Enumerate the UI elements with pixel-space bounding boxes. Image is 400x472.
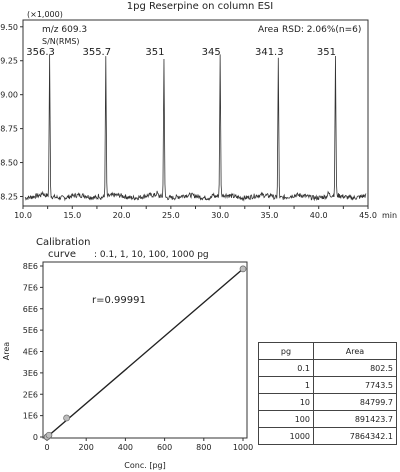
r-value: r=0.99991 xyxy=(92,295,146,306)
table-cell-pg: 1000 xyxy=(258,427,314,445)
x-unit-label: min xyxy=(382,211,397,220)
chromatogram-axes: 10.0 15.0 20.0 25.0 30.0 35.0 40.0 45.0 8.25 8.50… xyxy=(0,23,377,220)
x-tick-label: 35.0 xyxy=(261,211,279,220)
x-tick-label: 200 xyxy=(79,443,94,452)
peak-sn-label: 355.7 xyxy=(82,47,111,58)
y-tick-label: 8.75 xyxy=(0,125,18,134)
x-tick-label: 40.0 xyxy=(310,211,328,220)
peak-sn-label: 341.3 xyxy=(255,47,284,58)
table-cell-area: 84799.7 xyxy=(313,393,397,411)
chromatogram-title: 1pg Reserpine on column ESI xyxy=(127,1,273,12)
y-tick-label: 7E6 xyxy=(23,283,38,292)
calibration-fit-line xyxy=(46,268,244,438)
calibration-title-line2: curve xyxy=(48,249,76,260)
y-tick-label: 0 xyxy=(33,433,38,442)
table-cell-pg: 0.1 xyxy=(258,359,314,377)
y-tick-label: 8.50 xyxy=(0,159,18,168)
y-axis-label: Area xyxy=(2,342,11,361)
x-tick-label: 20.0 xyxy=(113,211,131,220)
table-header-area: Area xyxy=(313,342,397,360)
table-row: 1000 7864342.1 xyxy=(258,427,397,445)
y-tick-label: 8E6 xyxy=(23,262,38,271)
y-tick-label: 2E6 xyxy=(23,390,38,399)
table-cell-area: 802.5 xyxy=(313,359,397,377)
chromatogram-trace xyxy=(24,54,367,202)
table-cell-pg: 10 xyxy=(258,393,314,411)
peak-sn-label: 351 xyxy=(317,47,336,58)
y-tick-label: 5E6 xyxy=(23,326,38,335)
calibration-points xyxy=(43,265,247,441)
sn-label: S/N(RMS) xyxy=(42,37,80,46)
table-row: 1 7743.5 xyxy=(258,376,397,394)
scale-label: (×1,000) xyxy=(27,10,63,19)
y-tick-label: 3E6 xyxy=(23,369,38,378)
y-tick-label: 9.50 xyxy=(0,23,18,32)
table-row: 100 891423.7 xyxy=(258,410,397,428)
peak-sn-label: 356.3 xyxy=(26,47,55,58)
peak-labels: 356.3 355.7 351 345 341.3 351 xyxy=(26,47,336,58)
data-point xyxy=(239,265,247,273)
x-tick-label: 400 xyxy=(118,443,133,452)
x-tick-label: 30.0 xyxy=(211,211,229,220)
peak-sn-label: 345 xyxy=(202,47,221,58)
calibration-plot-frame xyxy=(42,261,248,439)
x-axis-label: Conc. [pg] xyxy=(124,461,165,470)
peak-sn-label: 351 xyxy=(145,47,164,58)
chromatogram-chart: 1pg Reserpine on column ESI (×1,000) m/z… xyxy=(0,1,397,220)
x-tick-label: 15.0 xyxy=(63,211,81,220)
x-tick-label: 1000 xyxy=(233,443,253,452)
table-row: 0.1 802.5 xyxy=(258,359,397,377)
area-label: Area xyxy=(258,25,279,35)
x-tick-label: 45.0 xyxy=(359,211,377,220)
table-cell-area: 7864342.1 xyxy=(313,427,397,445)
calibration-range: : 0.1, 1, 10, 100, 1000 pg xyxy=(94,250,209,260)
y-tick-label: 8.25 xyxy=(0,192,18,201)
calibration-table: pg Area 0.1 802.5 1 7743.5 10 84799.7 100 89… xyxy=(258,342,397,445)
table-row: 10 84799.7 xyxy=(258,393,397,411)
table-header-pg: pg xyxy=(258,342,314,360)
table-cell-area: 891423.7 xyxy=(313,410,397,428)
table-header-row: pg Area xyxy=(258,342,397,360)
x-tick-label: 0 xyxy=(44,443,49,452)
table-cell-pg: 100 xyxy=(258,410,314,428)
x-tick-label: 600 xyxy=(157,443,172,452)
x-tick-label: 10.0 xyxy=(14,211,32,220)
y-tick-label: 1E6 xyxy=(23,412,38,421)
calibration-axes: 0 200 400 600 800 1000 0 1E6 2E6 3E6 4E6 5E6 6E6 7E6 8… xyxy=(2,262,253,470)
y-tick-label: 4E6 xyxy=(23,348,38,357)
table-cell-pg: 1 xyxy=(258,376,314,394)
mz-label: m/z 609.3 xyxy=(42,25,87,35)
y-tick-label: 6E6 xyxy=(23,305,38,314)
data-point xyxy=(63,414,70,422)
data-point xyxy=(45,431,53,439)
x-tick-label: 800 xyxy=(196,443,211,452)
table-cell-area: 7743.5 xyxy=(313,376,397,394)
y-tick-label: 9.00 xyxy=(0,91,18,100)
x-tick-label: 25.0 xyxy=(162,211,180,220)
calibration-title-line1: Calibration xyxy=(36,237,90,248)
y-tick-label: 9.25 xyxy=(0,57,18,66)
rsd-label: RSD: 2.06%(n=6) xyxy=(282,25,361,35)
